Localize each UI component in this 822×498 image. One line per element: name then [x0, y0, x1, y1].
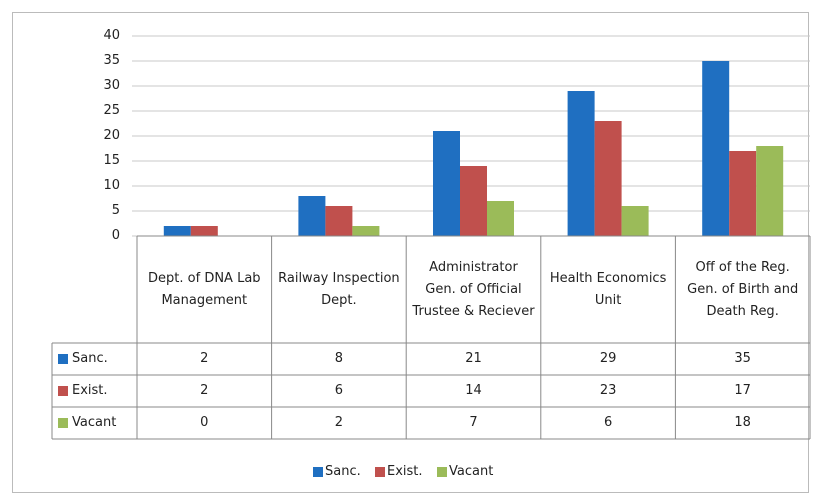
legend-label: Vacant: [449, 464, 494, 479]
y-tick-label: 30: [103, 78, 120, 93]
y-tick-label: 15: [103, 153, 120, 168]
table-series-name: Exist.: [72, 383, 108, 398]
y-tick-label: 35: [103, 53, 120, 68]
table-value: 17: [734, 383, 751, 398]
table-legend-key: [58, 354, 68, 364]
table-value: 2: [334, 415, 344, 430]
legend-label: Exist.: [387, 464, 423, 479]
table-value: 7: [469, 415, 478, 430]
table-value: 0: [200, 415, 209, 430]
y-tick-label: 20: [103, 128, 120, 143]
bar: [729, 151, 757, 236]
table-legend-key: [58, 386, 68, 396]
table-value: 18: [734, 415, 751, 430]
table-legend-key: [58, 418, 68, 428]
y-tick-label: 40: [103, 28, 120, 43]
bar: [325, 206, 353, 236]
table-value: 6: [603, 415, 613, 430]
bar: [594, 121, 622, 236]
table-value: 23: [599, 383, 617, 398]
bar: [298, 196, 326, 236]
category-label: Health Economics Unit: [549, 270, 667, 308]
bar: [460, 166, 487, 236]
table-value: 14: [465, 383, 482, 398]
y-tick-label: 5: [111, 203, 120, 218]
table-series-name: Vacant: [72, 415, 117, 430]
y-tick-label: 10: [103, 178, 120, 193]
category-label: Dept. of DNA Lab Management: [148, 270, 261, 308]
table-value: 29: [599, 351, 617, 366]
category-label: Administrator Gen. of Official Trustee &…: [412, 259, 535, 319]
bar: [756, 146, 784, 236]
legend-key: [313, 467, 323, 477]
y-tick-label: 25: [103, 103, 120, 118]
legend-key: [375, 467, 385, 477]
y-tick-label: 0: [111, 228, 120, 243]
category-label: Railway Inspection Dept.: [278, 270, 400, 308]
bar: [352, 226, 380, 236]
category-label: Off of the Reg. Gen. of Birth and Death …: [687, 259, 799, 319]
bar: [487, 201, 514, 236]
legend-label: Sanc.: [325, 464, 361, 479]
bar: [567, 91, 595, 236]
bar: [190, 226, 218, 236]
bar: [163, 226, 191, 236]
table-value: 6: [334, 383, 344, 398]
table-series-name: Sanc.: [72, 351, 108, 366]
table-value: 21: [465, 351, 482, 366]
bar: [621, 206, 649, 236]
table-value: 35: [734, 351, 751, 366]
table-value: 8: [334, 351, 344, 366]
table-value: 2: [200, 383, 209, 398]
bar: [433, 131, 460, 236]
bar: [702, 61, 730, 236]
legend-key: [437, 467, 447, 477]
table-value: 2: [200, 351, 209, 366]
